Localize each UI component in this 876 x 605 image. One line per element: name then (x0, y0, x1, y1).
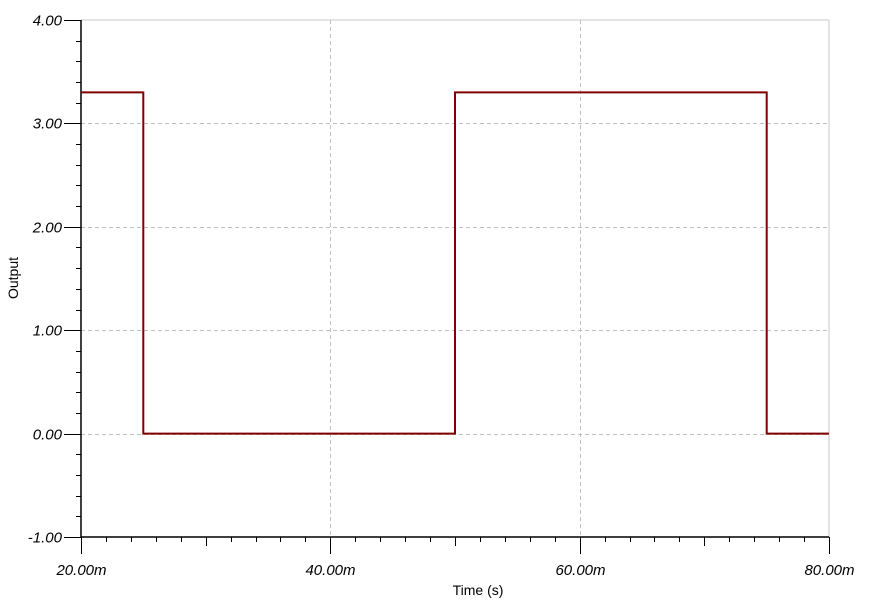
y-tick-label: 0.00 (33, 427, 63, 444)
x-tick-label: 40.00m (305, 562, 355, 579)
tick-labels: -1.00 0.00 1.00 2.00 3.00 4.00 20.00m 40.00m 60.… (28, 13, 855, 580)
y-tick-label: 4.00 (33, 13, 63, 30)
y-axis-title: Output (5, 257, 21, 299)
series-line (81, 91, 829, 435)
y-tick-label: 1.00 (33, 323, 63, 340)
x-tick-label: 80.00m (804, 562, 854, 579)
axes (64, 20, 830, 554)
y-tick-label: 2.00 (32, 220, 63, 237)
x-tick-label: 60.00m (555, 562, 605, 579)
x-tick-label: 20.00m (55, 562, 106, 579)
y-tick-label: -1.00 (28, 530, 63, 547)
x-axis-title: Time (s) (453, 582, 504, 598)
y-tick-label: 3.00 (33, 116, 63, 133)
series (81, 91, 829, 435)
